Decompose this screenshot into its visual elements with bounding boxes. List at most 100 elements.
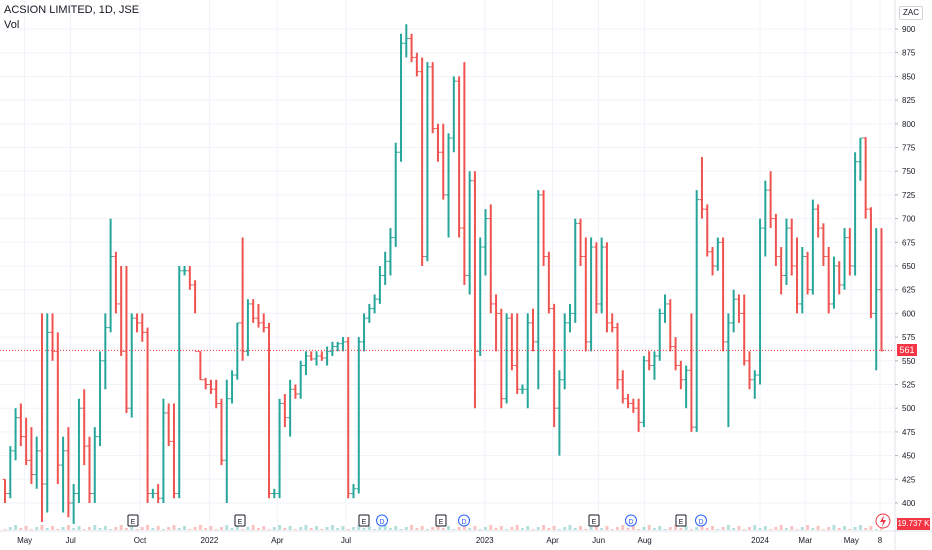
volume-bar <box>700 525 704 530</box>
ohlc-bar <box>292 384 298 399</box>
ohlc-bar <box>778 247 784 295</box>
ohlc-bar <box>134 313 140 333</box>
price-tick-label: 425 <box>902 475 916 484</box>
ohlc-bar <box>34 436 40 489</box>
ohlc-bar <box>683 365 689 409</box>
volume-bar <box>510 527 514 530</box>
volume-bar <box>230 528 234 530</box>
time-tick-label: Mar <box>798 536 812 545</box>
ohlc-bar <box>250 299 256 323</box>
ohlc-bar <box>731 289 737 333</box>
volume-bar <box>103 526 107 530</box>
volume-bar <box>647 525 651 530</box>
volume-bar <box>309 528 313 530</box>
ohlc-bar <box>245 299 251 357</box>
ohlc-bar <box>393 142 399 248</box>
ohlc-bar <box>240 237 246 361</box>
time-tick-label: Apr <box>546 536 559 545</box>
ohlc-bar <box>451 76 457 153</box>
ohlc-bar <box>377 266 383 304</box>
currency-badge[interactable]: ZAC <box>899 6 923 20</box>
ohlc-bar <box>567 303 573 333</box>
last-price-tag: 561 <box>897 344 917 357</box>
ohlc-bar <box>86 436 92 503</box>
price-tick-label: 700 <box>902 215 916 224</box>
ohlc-bars <box>2 24 884 524</box>
ohlc-bar <box>403 24 409 58</box>
volume-bar <box>695 527 699 530</box>
volume-bar <box>177 528 181 530</box>
volume-bar <box>811 528 815 530</box>
volume-bar <box>853 527 857 530</box>
volume-bar <box>774 527 778 530</box>
ohlc-bar <box>842 228 848 290</box>
grid-lines <box>0 0 893 531</box>
ohlc-bar <box>65 427 71 518</box>
volume-bar <box>473 526 477 530</box>
volume-bar <box>637 529 641 530</box>
time-axis[interactable]: May Jul Oct 2022 Apr Jul 2023 Apr Jun Aug 2024 Mar M… <box>17 536 883 545</box>
volume-bar <box>758 528 762 530</box>
time-tick-label: 2024 <box>751 536 769 545</box>
volume-bar <box>711 526 715 530</box>
ohlc-bar <box>493 294 499 352</box>
ohlc-bar <box>836 261 842 295</box>
volume-bar <box>747 527 751 530</box>
volume-bar <box>790 526 794 530</box>
time-tick-label: May <box>844 536 859 545</box>
volume-bar <box>431 527 435 530</box>
volume-bar <box>526 526 530 530</box>
ohlc-bar <box>725 313 731 428</box>
volume-bar <box>288 526 292 530</box>
volume-bar <box>832 525 836 530</box>
volume-bar <box>658 526 662 530</box>
ohlc-bar <box>551 303 557 428</box>
volume-bar <box>241 529 245 530</box>
time-tick-label: 8 <box>878 536 883 545</box>
price-tick-label: 625 <box>902 286 916 295</box>
price-tick-label: 600 <box>902 309 916 318</box>
ohlc-bar <box>287 379 293 437</box>
volume-bar <box>29 529 33 530</box>
ohlc-bar <box>361 313 367 352</box>
volume-bar <box>251 525 255 530</box>
volume-bar <box>193 527 197 530</box>
ohlc-bar <box>757 218 763 385</box>
volume-bar <box>66 525 70 530</box>
ohlc-bar <box>863 137 869 219</box>
volume-bar <box>600 528 604 530</box>
price-tick-label: 825 <box>902 96 916 105</box>
ohlc-bar <box>768 171 774 229</box>
volume-bar <box>462 525 466 530</box>
ohlc-bar <box>641 356 647 428</box>
volume-bar <box>410 525 414 530</box>
volume-bar <box>436 525 440 530</box>
volume-bar <box>167 527 171 530</box>
ohlc-bar <box>329 341 335 357</box>
volume-bar <box>827 527 831 530</box>
ohlc-bar <box>28 427 34 485</box>
volume-bar <box>219 527 223 530</box>
price-tick-label: 850 <box>902 72 916 81</box>
flash-icon[interactable] <box>875 513 891 529</box>
price-tick-label: 650 <box>902 262 916 271</box>
dividend-marker-label: D <box>379 519 384 526</box>
volume-bar <box>425 529 429 530</box>
volume-bar <box>156 526 160 530</box>
volume-bar <box>383 525 387 530</box>
price-axis[interactable]: 400 425 450 475 500 525 550 575 600 625 650 675 700 7… <box>895 25 916 508</box>
earnings-marker-label: E <box>592 519 597 526</box>
volume-bar <box>82 529 86 530</box>
volume-bar <box>256 528 260 530</box>
volume-bar <box>225 525 229 530</box>
ohlc-bar <box>741 294 747 366</box>
volume-bar <box>404 527 408 530</box>
ohlc-bar <box>218 398 224 466</box>
ohlc-bar <box>187 266 193 290</box>
volume-bar <box>858 525 862 530</box>
ohlc-bar <box>192 280 198 352</box>
volume-bar <box>536 527 540 530</box>
ohlc-bar <box>76 398 82 503</box>
volume-bar <box>351 527 355 530</box>
